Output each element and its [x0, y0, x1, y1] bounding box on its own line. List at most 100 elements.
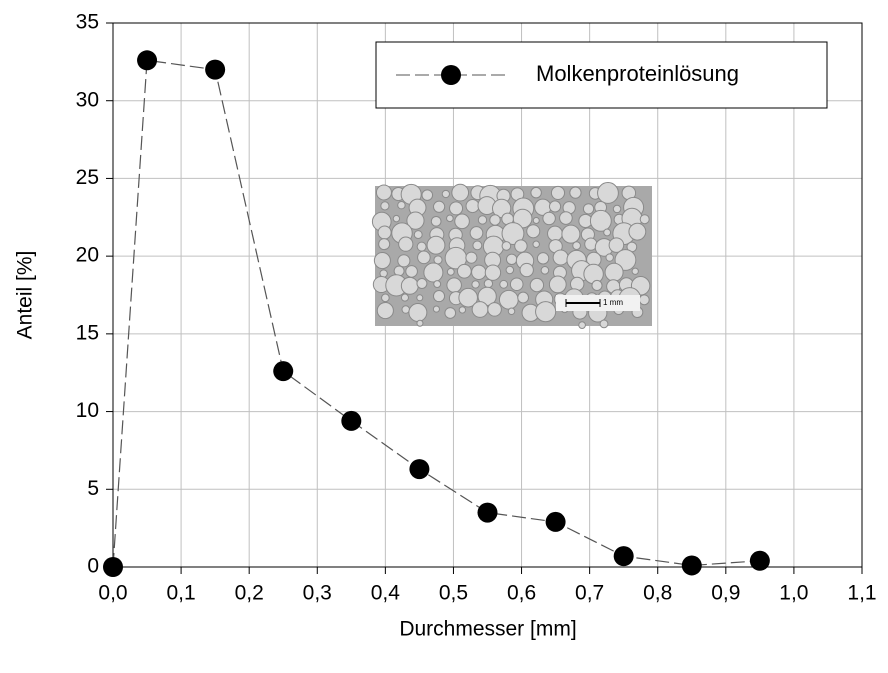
- marker: [137, 50, 158, 71]
- photo-bubble: [535, 301, 557, 323]
- photo-bubble: [377, 225, 392, 240]
- photo-bubble: [639, 214, 650, 225]
- photo-bubble: [397, 200, 406, 210]
- inset-photo: 1 mm: [371, 182, 652, 329]
- photo-bubble: [483, 278, 494, 289]
- photo-bubble: [401, 305, 410, 314]
- marker: [749, 550, 770, 571]
- photo-bubble: [465, 251, 478, 264]
- y-tick-label: 10: [76, 399, 99, 422]
- photo-bubble: [532, 240, 540, 248]
- x-axis-label: Durchmesser [mm]: [399, 618, 576, 641]
- photo-bubble: [569, 186, 582, 199]
- photo-bubble: [378, 238, 391, 251]
- photo-bubble: [375, 184, 392, 201]
- photo-bubble: [505, 253, 518, 266]
- y-tick-label: 30: [76, 88, 99, 111]
- marker: [273, 361, 294, 382]
- y-tick-label: 15: [76, 321, 99, 344]
- photo-bubble: [392, 214, 401, 223]
- x-tick-label: 0,7: [575, 582, 604, 605]
- photo-bubble: [477, 215, 488, 225]
- photo-bubble: [582, 203, 595, 215]
- x-tick-label: 0,3: [303, 582, 332, 605]
- photo-bubble: [532, 216, 540, 225]
- photo-bubble: [416, 319, 424, 327]
- photo-bubble: [591, 279, 603, 292]
- photo-bubble: [441, 189, 450, 199]
- photo-bubble: [501, 222, 525, 245]
- photo-bubble: [603, 228, 612, 237]
- photo-bubble: [400, 293, 409, 302]
- photo-bubble: [432, 200, 446, 213]
- legend-marker: [441, 65, 461, 85]
- marker: [681, 555, 702, 576]
- photo-bubble: [499, 279, 509, 289]
- photo-bubble: [471, 301, 489, 318]
- photo-bubble: [548, 200, 562, 213]
- photo-bubble: [430, 215, 442, 227]
- photo-bubble: [432, 290, 446, 303]
- photo-bubble: [416, 294, 424, 302]
- marker: [613, 546, 634, 567]
- photo-bubble: [451, 183, 470, 202]
- photo-bubble: [446, 267, 455, 276]
- photo-bubble: [517, 291, 530, 304]
- photo-bubble: [501, 241, 512, 251]
- photo-bubble: [397, 254, 411, 268]
- marker: [205, 59, 226, 80]
- x-tick-label: 0,9: [711, 582, 740, 605]
- photo-bubble: [514, 239, 528, 253]
- y-tick-label: 0: [87, 555, 99, 578]
- photo-bubble: [381, 293, 390, 303]
- photo-bubble: [405, 265, 418, 278]
- photo-bubble: [398, 236, 414, 252]
- photo-bubble: [472, 240, 483, 251]
- photo-bubble: [572, 241, 581, 250]
- photo-bubble: [413, 230, 423, 240]
- photo-bubble: [416, 241, 427, 252]
- photo-bubble: [542, 211, 556, 226]
- photo-bubble: [449, 201, 464, 216]
- marker: [409, 459, 430, 480]
- photo-bubble: [547, 225, 563, 242]
- photo-bubble: [489, 214, 501, 226]
- photo-bubble: [505, 265, 515, 275]
- photo-bubble: [484, 264, 502, 281]
- photo-bubble: [548, 275, 567, 294]
- photo-bubble: [376, 302, 394, 320]
- photo-bubble: [465, 199, 480, 214]
- photo-bubble: [628, 222, 647, 241]
- photo-bubble: [432, 305, 440, 313]
- x-tick-label: 0,0: [98, 582, 127, 605]
- photo-bubble: [373, 252, 391, 270]
- photo-bubble: [638, 294, 650, 306]
- photo-bubble: [519, 262, 534, 278]
- photo-bubble: [608, 237, 625, 253]
- photo-bubble: [597, 182, 619, 204]
- photo-bubble: [599, 319, 609, 329]
- photo-bubble: [487, 302, 502, 317]
- photo-bubble: [578, 321, 586, 329]
- x-tick-label: 0,5: [439, 582, 468, 605]
- y-tick-label: 25: [76, 166, 99, 189]
- photo-bubble: [589, 209, 612, 232]
- photo-bubble: [458, 287, 478, 308]
- plot-frame: [112, 22, 863, 568]
- photo-bubble: [605, 253, 614, 262]
- photo-bubble: [458, 306, 467, 314]
- x-tick-label: 1,0: [779, 582, 808, 605]
- marker: [341, 410, 362, 431]
- x-tick-label: 0,8: [643, 582, 672, 605]
- photo-bubble: [417, 250, 431, 265]
- x-tick-label: 1,1: [847, 582, 876, 605]
- y-tick-label: 20: [76, 244, 99, 267]
- photo-bubble: [408, 303, 428, 322]
- marker: [477, 502, 498, 523]
- photo-bubble: [471, 264, 487, 280]
- photo-bubble: [550, 185, 566, 200]
- photo-bubble: [456, 263, 472, 279]
- photo-bubble: [380, 201, 390, 211]
- photo-bubble: [561, 224, 581, 244]
- photo-bubble: [406, 211, 425, 230]
